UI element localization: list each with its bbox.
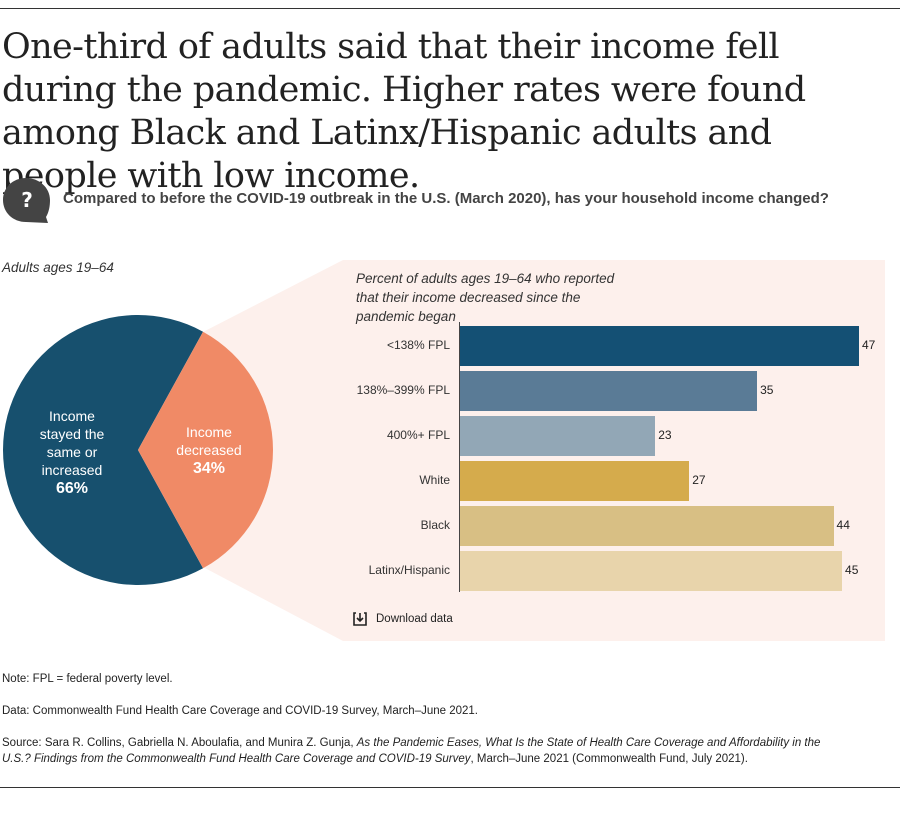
bar-category-label: 400%+ FPL: [386, 428, 450, 442]
source-prefix: Source: Sara R. Collins, Gabriella N. Ab…: [2, 737, 357, 749]
footnote-note: Note: FPL = federal poverty level.: [2, 673, 173, 685]
pie-subtitle: Adults ages 19–64: [2, 260, 114, 275]
slice-line: increased: [41, 462, 103, 478]
bar-value-label: 27: [692, 473, 706, 487]
bar-title-line: that their income decreased since the: [356, 290, 581, 305]
slice-line: decreased: [176, 442, 242, 458]
bar: [460, 371, 758, 411]
question-bubble-icon: ?: [3, 178, 50, 223]
bar-value-label: 47: [862, 338, 876, 352]
bar-category-label: Latinx/Hispanic: [368, 563, 450, 577]
bar-category-label: Black: [420, 518, 450, 532]
download-data-button[interactable]: Download data: [352, 611, 453, 627]
download-label: Download data: [376, 613, 453, 625]
bar: [460, 506, 834, 546]
bar-chart-axis: [459, 322, 460, 592]
pie-slice-decreased: [138, 331, 273, 569]
pie-label-same-or-increased: Income stayed the same or increased 66%: [18, 407, 126, 498]
slice-line: Income: [186, 424, 232, 440]
bar-value-label: 44: [836, 518, 850, 532]
bar-value-label: 35: [760, 383, 774, 397]
bar-value-label: 23: [658, 428, 672, 442]
top-rule: [0, 8, 900, 9]
headline: One-third of adults said that their inco…: [2, 27, 806, 196]
bar: [460, 551, 843, 591]
bar: [460, 416, 656, 456]
bar-category-label: 138%–399% FPL: [356, 383, 450, 397]
slice-value: 34%: [192, 460, 226, 477]
bar-title-line: pandemic began: [356, 309, 456, 324]
bar-chart-title: Percent of adults ages 19–64 who reporte…: [356, 269, 656, 326]
footnote-source: Source: Sara R. Collins, Gabriella N. Ab…: [2, 735, 842, 767]
pie-label-decreased: Income decreased 34%: [165, 423, 253, 478]
bottom-rule: [0, 787, 900, 788]
slice-line: stayed the: [39, 426, 105, 442]
download-icon: [353, 612, 367, 626]
footnote-data: Data: Commonwealth Fund Health Care Cove…: [2, 705, 478, 717]
bar-title-line: Percent of adults ages 19–64 who reporte…: [356, 271, 615, 286]
source-suffix: , March–June 2021 (Commonwealth Fund, Ju…: [470, 753, 748, 765]
bar: [460, 326, 859, 366]
bar-value-label: 45: [845, 563, 859, 577]
slice-line: Income: [49, 408, 95, 424]
slice-value: 66%: [55, 480, 89, 497]
pie-slice-same-or-increased: [2, 315, 204, 585]
pie-chart: [2, 315, 273, 585]
bar: [460, 461, 690, 501]
bar-category-label: White: [419, 473, 450, 487]
question-text: Compared to before the COVID-19 outbreak…: [63, 190, 829, 207]
question-mark: ?: [21, 188, 33, 212]
bar-category-label: <138% FPL: [386, 338, 450, 352]
source-title: As the Pandemic Eases, What Is the State…: [2, 737, 821, 765]
slice-line: same or: [46, 444, 98, 460]
